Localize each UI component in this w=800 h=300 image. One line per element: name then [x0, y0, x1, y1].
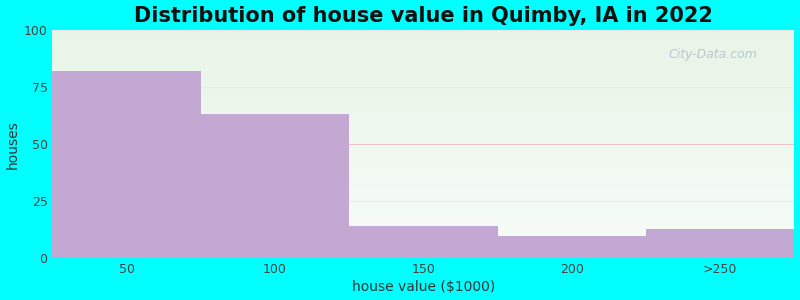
- Text: City-Data.com: City-Data.com: [668, 48, 757, 61]
- X-axis label: house value ($1000): house value ($1000): [352, 280, 495, 294]
- Title: Distribution of house value in Quimby, IA in 2022: Distribution of house value in Quimby, I…: [134, 6, 713, 26]
- Y-axis label: houses: houses: [6, 120, 19, 169]
- Bar: [646, 229, 794, 258]
- Bar: [201, 114, 350, 258]
- Bar: [350, 226, 498, 258]
- Bar: [53, 71, 201, 258]
- Bar: [498, 236, 646, 258]
